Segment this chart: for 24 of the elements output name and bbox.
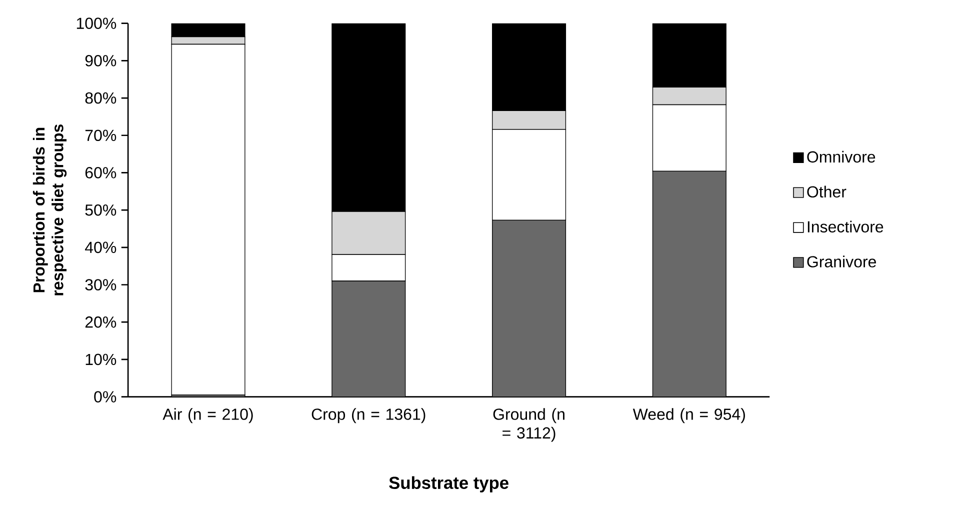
x-tick-label: Crop (n = 1361)	[312, 408, 426, 424]
y-tick-label: 100%	[76, 18, 116, 29]
bar	[492, 220, 566, 397]
legend-label: Insectivore	[808, 220, 884, 232]
y-tick-label: 30%	[85, 279, 116, 290]
y-tick-label: 70%	[85, 130, 116, 141]
y-tick-label: 0%	[94, 391, 116, 402]
legend-label: Other	[807, 186, 846, 198]
legend-label: Granivore	[807, 256, 876, 268]
y-tick-label: 60%	[85, 166, 116, 178]
y-tick-label: 80%	[85, 92, 116, 104]
y-axis-title: Proportion of birds in respective diet groups	[32, 124, 67, 296]
x-axis-title: Substrate type	[389, 476, 508, 492]
x-tick-label: Ground (n = 3112)	[493, 408, 564, 442]
bar	[652, 170, 726, 397]
y-tick-label: 10%	[86, 354, 116, 366]
y-tick-label: 40%	[85, 242, 116, 253]
x-tick-label: Air (n = 210)	[162, 408, 253, 423]
y-tick-label: 20%	[85, 316, 116, 328]
y-tick-label: 50%	[85, 204, 116, 216]
y-tick-label: 90%	[85, 54, 116, 66]
bar	[332, 280, 406, 397]
legend-label: Omnivore	[807, 150, 876, 163]
x-tick-label: Weed (n = 954)	[632, 408, 745, 423]
